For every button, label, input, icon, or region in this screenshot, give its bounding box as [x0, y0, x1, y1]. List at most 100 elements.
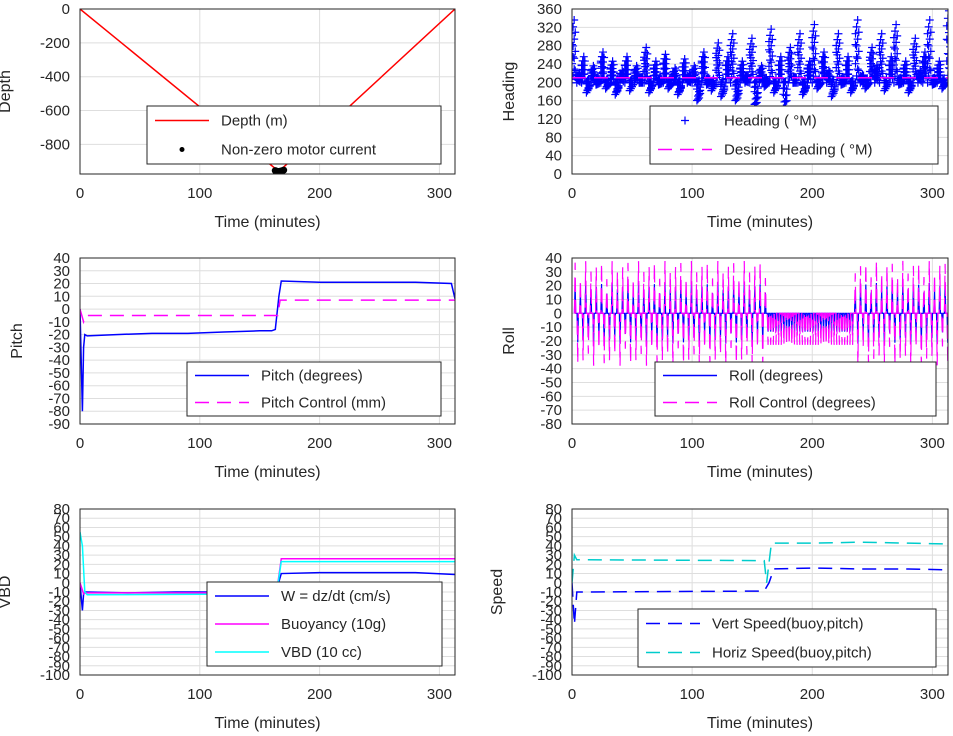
- y-tick-label: 360: [537, 1, 562, 18]
- series-heading-0-marker: [660, 64, 669, 73]
- y-tick-label: 10: [53, 566, 70, 583]
- series-heading-0-marker: [870, 68, 879, 77]
- series-heading-0-marker: [887, 52, 896, 61]
- series-heading-0-marker: [779, 90, 788, 99]
- series-heading-0-marker: [923, 59, 932, 68]
- series-heading-0-marker: [923, 40, 932, 49]
- chart-vbd: 0 100 200 30080706050403020100-10-20-30-40-…: [0, 501, 456, 732]
- x-tick-label: 300: [920, 185, 945, 202]
- series-heading-0-marker: [694, 80, 703, 89]
- series-heading-0-marker: [804, 68, 813, 77]
- series-heading-0-marker: [852, 52, 861, 61]
- series-heading-0-marker: [661, 68, 670, 77]
- series-heading-0-marker: [893, 49, 902, 58]
- series-heading-0-marker: [747, 62, 756, 71]
- y-tick-label: 0: [62, 575, 70, 592]
- series-heading-0-marker: [830, 85, 839, 94]
- series-heading-0-marker: [661, 50, 670, 59]
- legend-box: [649, 105, 939, 165]
- series-heading-0-marker: [597, 52, 606, 61]
- legend-label: Heading ( °M): [724, 113, 817, 130]
- series-speed-0: [572, 567, 948, 625]
- series-heading-0-marker: [608, 57, 617, 66]
- series-heading-0-marker: [944, 67, 948, 69]
- series-heading-0-marker: [906, 84, 915, 93]
- series-heading-0-marker: [893, 67, 902, 76]
- series-heading-0-marker: [578, 65, 587, 74]
- series-heading-0-marker: [721, 61, 730, 70]
- series-heading-0-marker: [808, 60, 817, 69]
- series-heading-0-marker: [828, 90, 837, 99]
- legend-label: Roll Control (degrees): [729, 395, 876, 412]
- series-heading-0-marker: [755, 68, 764, 77]
- series-heading-0-marker: [732, 80, 741, 89]
- series-heading-0-marker: [606, 65, 615, 74]
- series-heading-0-marker: [934, 61, 943, 70]
- y-tick-label: -40: [540, 612, 562, 629]
- series-heading-0-marker: [728, 60, 737, 69]
- x-tick-label: 300: [427, 686, 452, 703]
- series-heading-0-marker: [598, 48, 607, 57]
- series-heading-0-marker: [797, 69, 806, 78]
- series-heading-0-marker: [642, 43, 651, 52]
- y-tick-label: 50: [545, 529, 562, 546]
- series-heading-0-marker: [851, 29, 860, 38]
- series-heading-0-marker: [809, 27, 818, 36]
- series-heading-0-marker: [842, 65, 851, 74]
- series-heading-0-marker: [597, 62, 606, 71]
- y-tick-label: -90: [48, 658, 70, 675]
- y-tick-label: 40: [545, 250, 562, 267]
- legend-label: Desired Heading ( °M): [724, 142, 873, 159]
- series-heading-0-marker: [660, 54, 669, 63]
- x-tick-label: 100: [187, 435, 212, 452]
- series-heading-0-marker: [572, 54, 579, 63]
- y-tick-label: -70: [540, 402, 562, 419]
- y-tick-label: -50: [48, 621, 70, 638]
- series-heading-0-marker: [766, 47, 775, 56]
- series-heading-0-marker: [946, 67, 948, 70]
- series-heading-0-marker: [944, 53, 948, 55]
- x-tick-label: 0: [76, 686, 84, 703]
- y-tick-label: 20: [53, 276, 70, 293]
- series-heading-0-marker: [623, 52, 632, 61]
- x-axis-label: Time (minutes): [707, 464, 813, 481]
- series-heading-0-marker: [698, 52, 707, 61]
- axes-box: [79, 257, 456, 425]
- legend-label: Horiz Speed(buoy,pitch): [712, 645, 872, 662]
- series-heading-0-marker: [577, 61, 586, 70]
- series-heading-0-marker: [750, 87, 759, 96]
- series-heading-0-marker: [818, 62, 827, 71]
- x-tick-label: 300: [427, 435, 452, 452]
- series-heading-0-marker: [688, 68, 697, 77]
- x-tick-label: 300: [427, 185, 452, 202]
- series-heading-0-marker: [782, 96, 791, 105]
- series-heading-0-marker: [692, 85, 701, 94]
- y-tick-label: 40: [545, 538, 562, 555]
- series-heading-0-marker: [841, 61, 850, 70]
- series-speed-1: [572, 541, 948, 583]
- series-heading-0-marker: [767, 58, 776, 67]
- series-heading-0-marker: [650, 68, 659, 77]
- y-tick-label: -100: [532, 667, 562, 684]
- legend-label: Roll (degrees): [729, 368, 823, 385]
- series-heading-0-marker: [596, 57, 605, 66]
- series-heading-0-marker: [834, 60, 843, 69]
- series-heading-0-marker: [589, 61, 598, 70]
- y-tick-label: 80: [545, 501, 562, 518]
- series-pitch-0: [80, 280, 455, 412]
- series-heading-0-marker: [641, 48, 650, 57]
- y-tick-label: 30: [545, 547, 562, 564]
- y-tick-label: 20: [545, 278, 562, 295]
- series-heading-0-marker: [892, 56, 901, 65]
- series-heading-0-marker: [728, 29, 737, 38]
- y-tick-label: 0: [554, 166, 562, 183]
- series-heading-0-marker: [876, 50, 885, 59]
- series-heading-0-marker: [767, 66, 776, 75]
- series-heading-0-marker: [694, 95, 703, 104]
- y-tick-label: -30: [540, 602, 562, 619]
- x-tick-label: 0: [568, 435, 576, 452]
- series-heading-0-marker: [942, 57, 948, 66]
- series-heading-0-marker: [803, 65, 812, 74]
- y-tick-label: -20: [540, 593, 562, 610]
- series-heading-0-marker: [771, 84, 780, 93]
